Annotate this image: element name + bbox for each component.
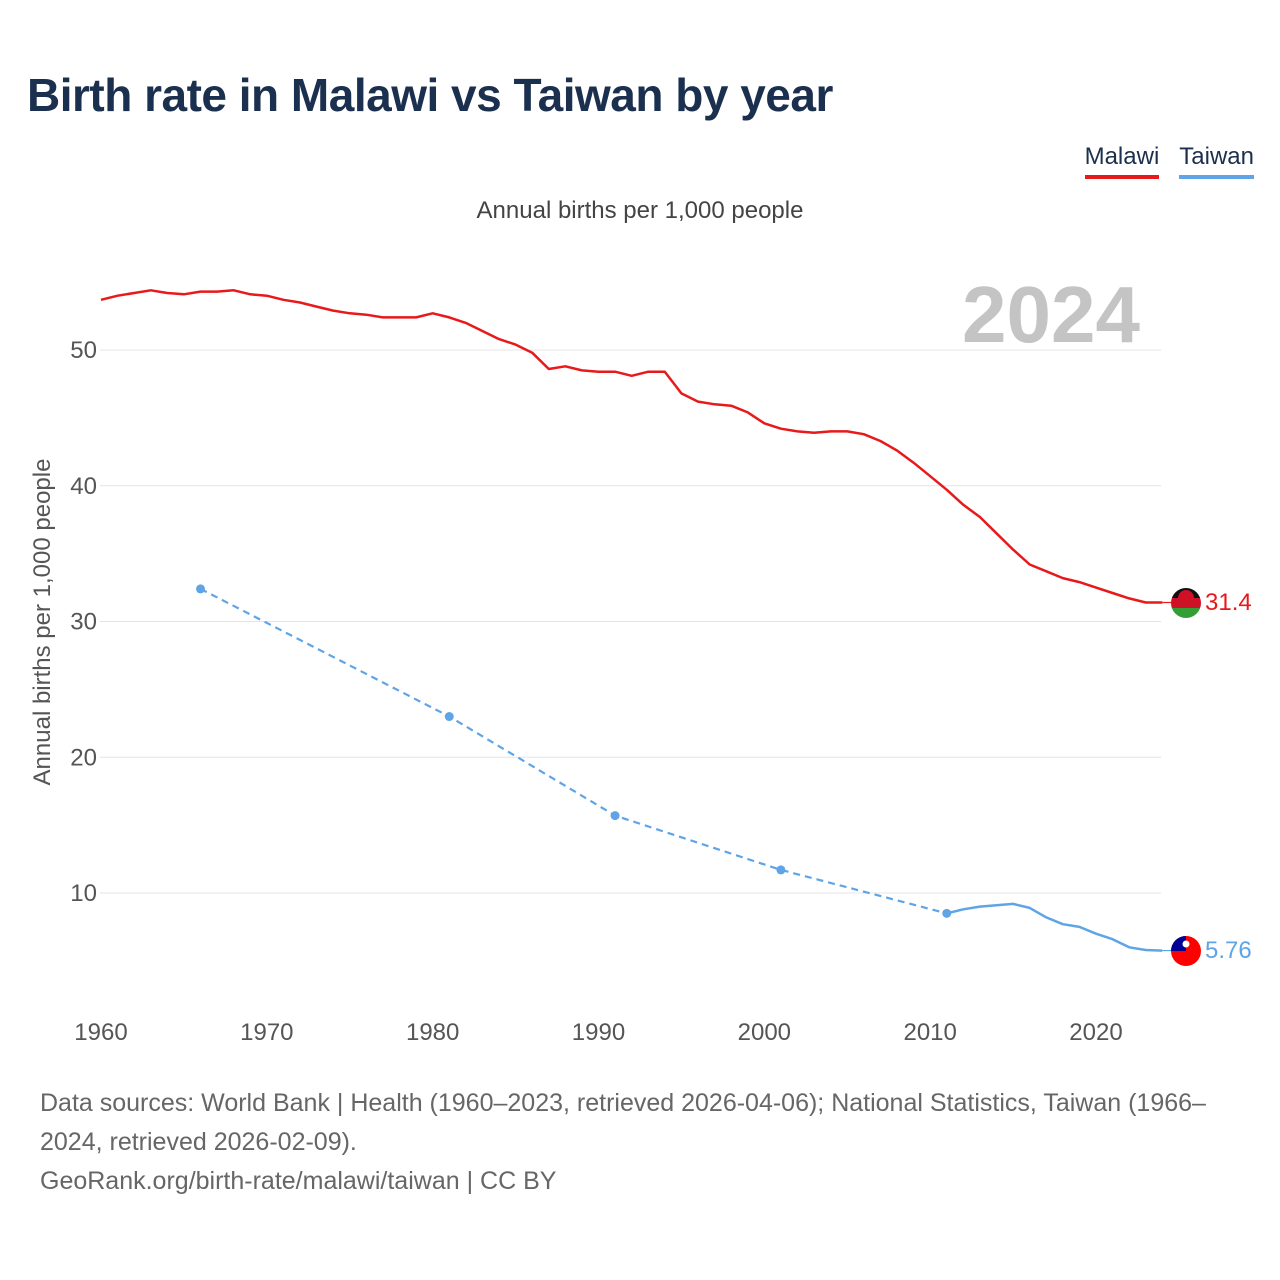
legend: Malawi Taiwan [1084, 143, 1254, 179]
gridlines [100, 349, 1161, 894]
y-tick-label: 10 [70, 880, 97, 907]
legend-malawi[interactable]: Malawi [1084, 143, 1160, 179]
data-sources: Data sources: World Bank | Health (1960–… [40, 1089, 1206, 1156]
taiwan-point[interactable] [942, 908, 952, 918]
taiwan-line[interactable] [946, 902, 1163, 952]
y-axis-label: Annual births per 1,000 people [29, 459, 56, 786]
series-layer [100, 289, 1172, 952]
year-watermark: 2024 [962, 270, 1140, 359]
x-tick-label: 1970 [240, 1019, 293, 1046]
taiwan-flag-icon [1171, 936, 1201, 966]
y-axis-ticks: 10 20 30 40 50 [70, 337, 97, 907]
end-markers: 31.4 5.76 [1171, 588, 1252, 966]
malawi-end-label: 31.4 [1205, 589, 1252, 616]
y-tick-label: 20 [70, 744, 97, 771]
taiwan-dashed-line[interactable] [199, 587, 948, 915]
attribution-link[interactable]: GeoRank.org/birth-rate/malawi/taiwan | C… [40, 1167, 557, 1195]
x-axis-ticks: 1960 1970 1980 1990 2000 2010 2020 [74, 1019, 1122, 1046]
taiwan-point[interactable] [776, 865, 786, 875]
x-tick-label: 2000 [738, 1019, 791, 1046]
x-tick-label: 2020 [1069, 1019, 1122, 1046]
y-tick-label: 30 [70, 609, 97, 636]
footer: Data sources: World Bank | Health (1960–… [40, 1084, 1250, 1201]
x-tick-label: 1960 [74, 1019, 127, 1046]
chart-subtitle: Annual births per 1,000 people [476, 197, 804, 224]
y-tick-label: 50 [70, 337, 97, 364]
taiwan-point[interactable] [196, 584, 205, 594]
legend-taiwan[interactable]: Taiwan [1179, 143, 1254, 179]
y-tick-label: 40 [70, 473, 97, 500]
x-tick-label: 1980 [406, 1019, 459, 1046]
taiwan-end-label: 5.76 [1205, 937, 1252, 964]
malawi-flag-icon [1171, 588, 1201, 618]
taiwan-point[interactable] [610, 811, 620, 821]
taiwan-point[interactable] [444, 712, 454, 722]
malawi-line[interactable] [100, 289, 1163, 604]
x-tick-label: 1990 [572, 1019, 625, 1046]
x-tick-label: 2010 [903, 1019, 956, 1046]
chart-title: Birth rate in Malawi vs Taiwan by year [27, 69, 833, 121]
